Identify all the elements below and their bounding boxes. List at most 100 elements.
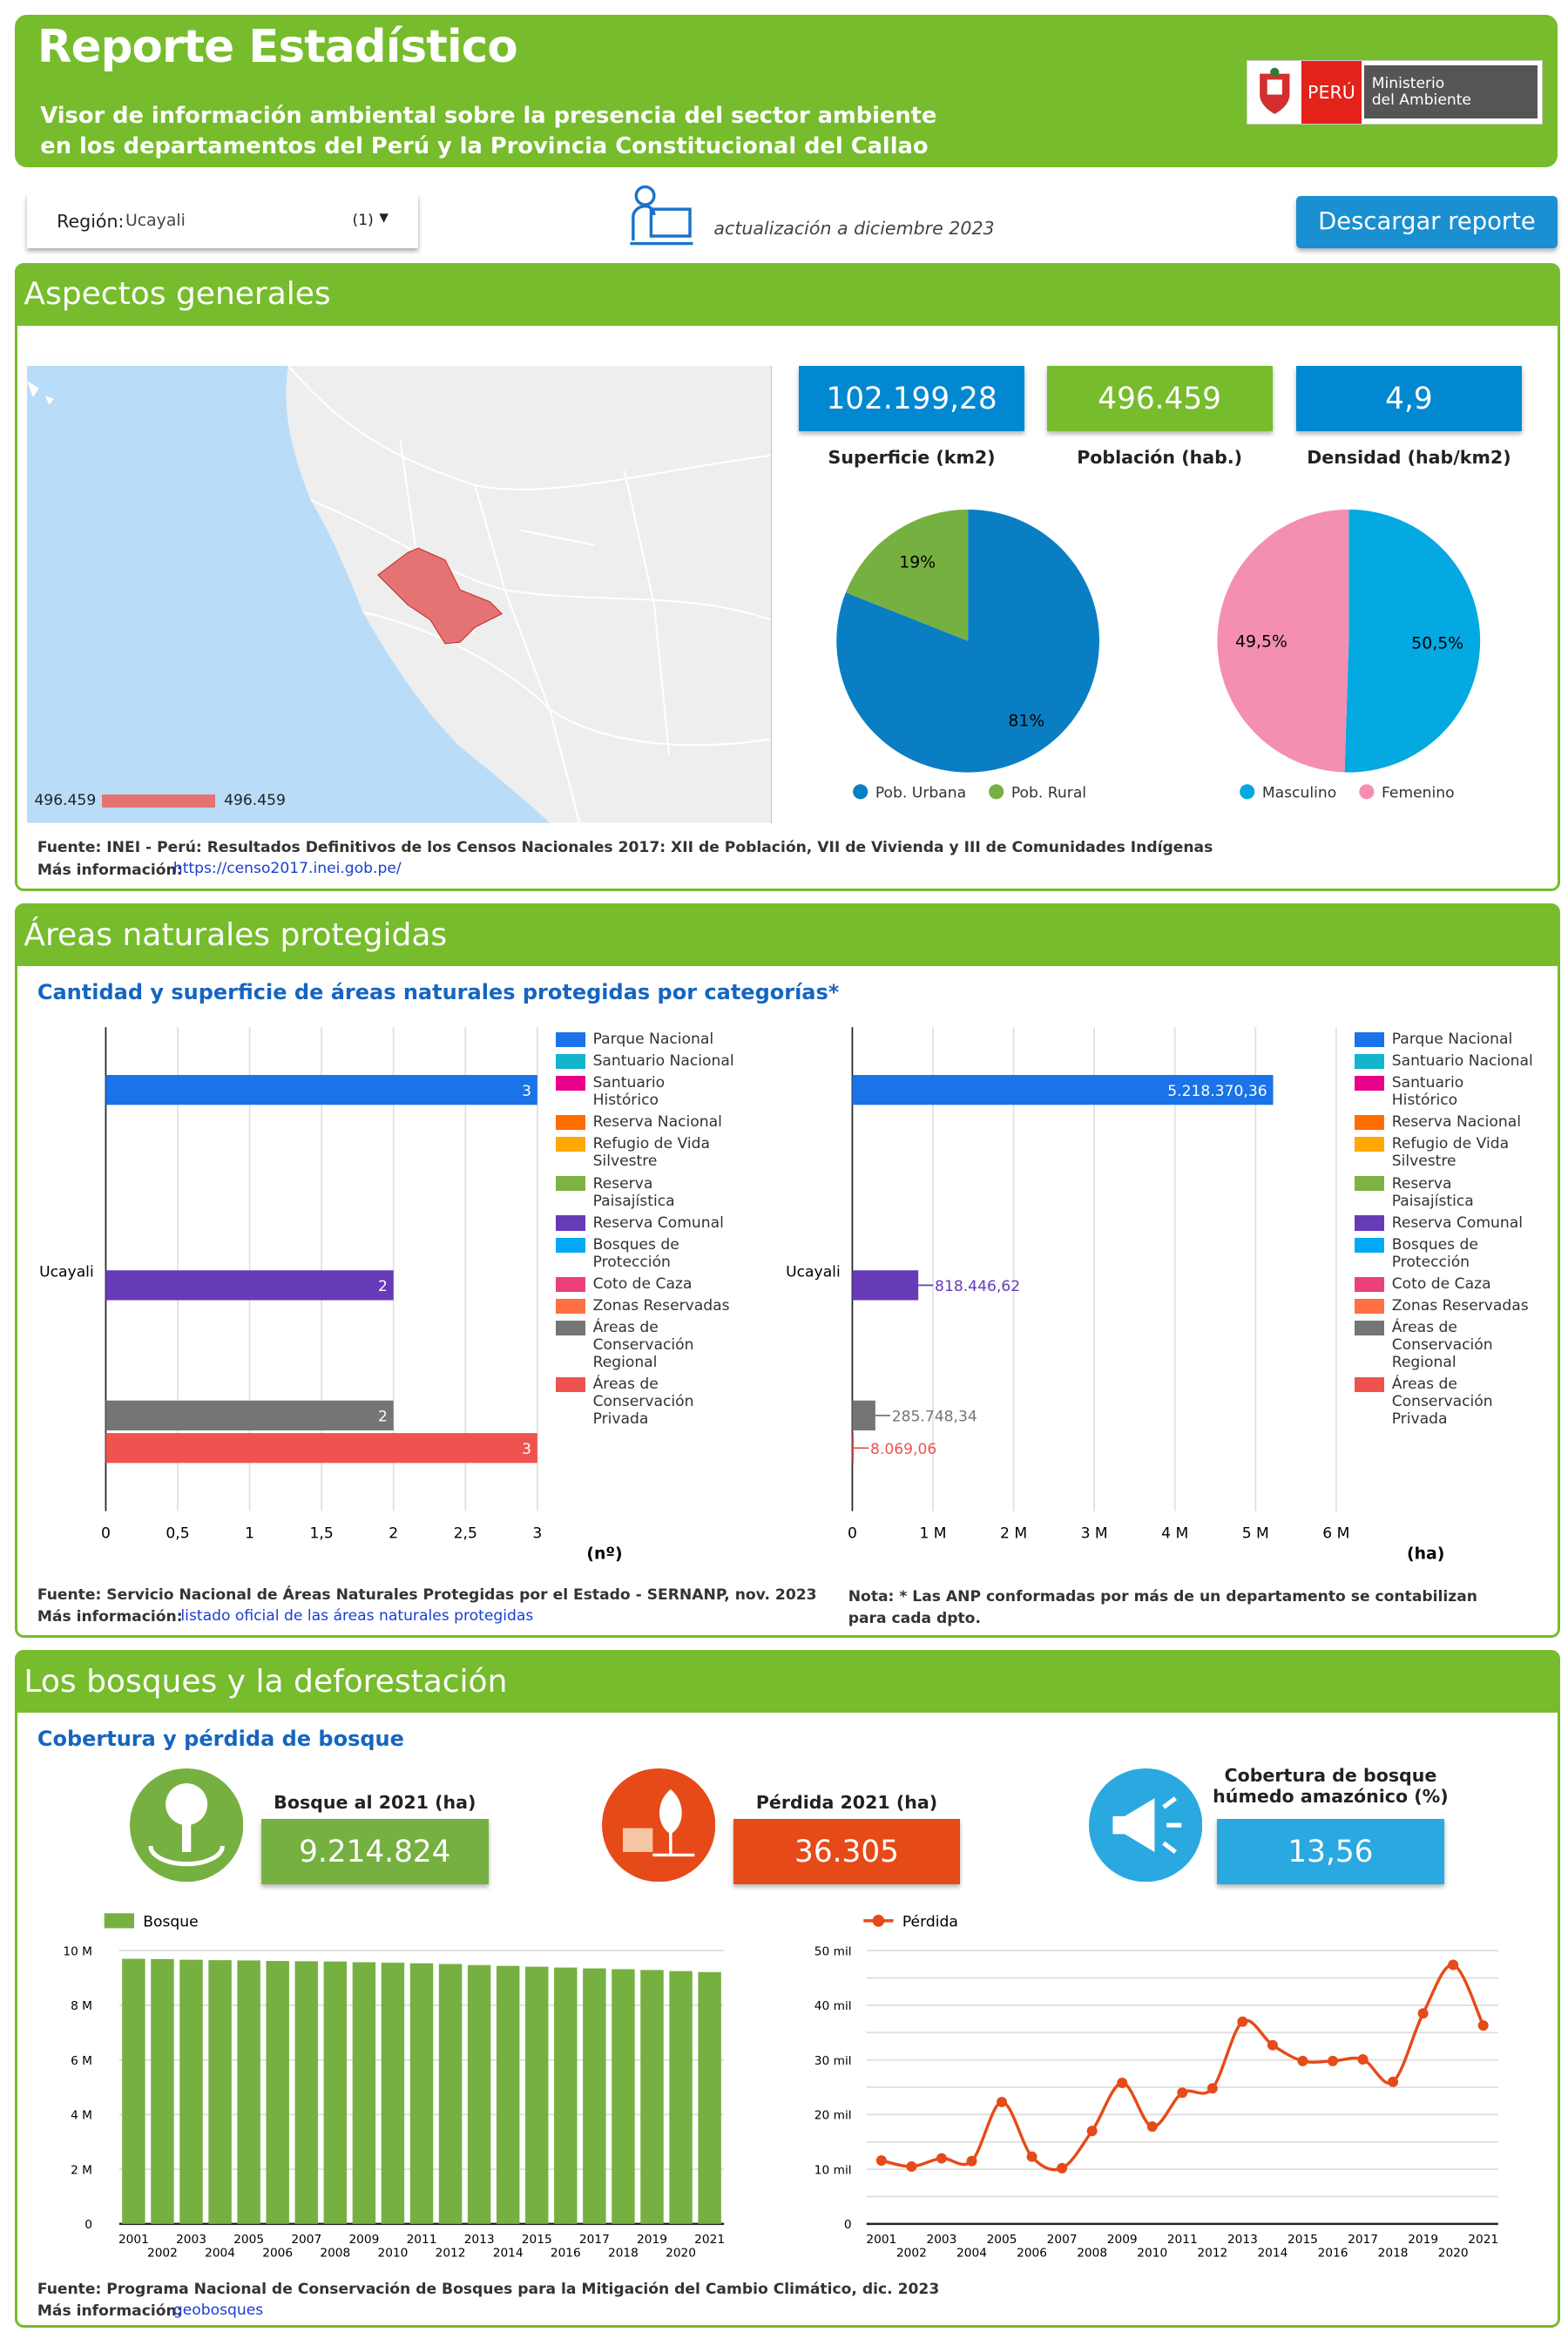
data-point[interactable] bbox=[1417, 2008, 1429, 2019]
legend-label: Santuario Nacional bbox=[592, 1052, 734, 1070]
legend-item[interactable]: Zonas Reservadas bbox=[555, 1297, 735, 1315]
legend-item[interactable]: Parque Nacional bbox=[555, 1031, 735, 1048]
legend-label[interactable]: Pérdida bbox=[902, 1913, 957, 1930]
x-tick-label: 5 M bbox=[1242, 1525, 1269, 1543]
legend-label[interactable]: Bosque bbox=[144, 1913, 199, 1930]
legend-item[interactable]: Áreas de Conservación Regional bbox=[555, 1319, 735, 1371]
pie-slice[interactable] bbox=[845, 509, 968, 641]
bar[interactable] bbox=[852, 1270, 919, 1301]
bar[interactable] bbox=[612, 1969, 635, 2224]
data-point[interactable] bbox=[875, 2154, 887, 2166]
data-point[interactable] bbox=[1206, 2082, 1218, 2093]
bar[interactable] bbox=[583, 1968, 606, 2224]
bar[interactable] bbox=[105, 1400, 394, 1431]
legend-item[interactable]: Áreas de Conservación Privada bbox=[555, 1376, 735, 1428]
legend-item[interactable]: Bosques de Protección bbox=[1354, 1236, 1534, 1271]
data-point[interactable] bbox=[1116, 2077, 1127, 2088]
bar[interactable] bbox=[352, 1962, 376, 2224]
legend-item[interactable]: Santuario Nacional bbox=[555, 1052, 735, 1070]
kpi-label: Superficie (km2) bbox=[828, 446, 996, 468]
legend-item[interactable]: Reserva Comunal bbox=[555, 1214, 735, 1232]
bar[interactable] bbox=[151, 1958, 174, 2224]
legend-item[interactable]: Refugio de Vida Silvestre bbox=[555, 1135, 735, 1170]
download-report-button[interactable]: Descargar reporte bbox=[1296, 195, 1558, 248]
pie-slice[interactable] bbox=[1344, 509, 1480, 773]
legend-item[interactable]: Reserva Comunal bbox=[1354, 1214, 1534, 1232]
data-point[interactable] bbox=[1176, 2086, 1187, 2098]
legend-item[interactable]: Reserva Paisajística bbox=[1354, 1175, 1534, 1210]
region-value: Ucayali bbox=[125, 212, 186, 231]
bar[interactable] bbox=[105, 1433, 538, 1464]
region-dropdown[interactable]: Región: Ucayali (1) ▼ bbox=[26, 193, 418, 248]
data-point[interactable] bbox=[1146, 2120, 1158, 2132]
legend-item[interactable]: Santuario Histórico bbox=[555, 1074, 735, 1109]
bar-value-label: 8.069,06 bbox=[870, 1441, 936, 1458]
census-link[interactable]: https://censo2017.inei.gob.pe/ bbox=[172, 860, 402, 878]
bar[interactable] bbox=[208, 1959, 233, 2224]
anp-list-link[interactable]: listado oficial de las áreas naturales p… bbox=[180, 1606, 534, 1625]
legend-item[interactable]: Reserva Nacional bbox=[1354, 1113, 1534, 1131]
legend-item[interactable]: Refugio de Vida Silvestre bbox=[1354, 1135, 1534, 1170]
legend-label: Bosques de Protección bbox=[592, 1235, 679, 1271]
x-tick-label: 4 M bbox=[1162, 1525, 1189, 1543]
bar[interactable] bbox=[266, 1960, 290, 2224]
legend-item[interactable]: Parque Nacional bbox=[1354, 1031, 1534, 1048]
legend-item[interactable]: Zonas Reservadas bbox=[1354, 1297, 1534, 1315]
x-tick-label: 1 M bbox=[920, 1525, 947, 1543]
bar[interactable] bbox=[525, 1966, 549, 2224]
data-point[interactable] bbox=[1327, 2055, 1338, 2066]
data-point[interactable] bbox=[1447, 1959, 1458, 1971]
data-point[interactable] bbox=[936, 2153, 947, 2164]
legend-item[interactable]: Bosques de Protección bbox=[555, 1235, 735, 1271]
data-point[interactable] bbox=[996, 2096, 1007, 2107]
legend-item[interactable]: Coto de Caza bbox=[555, 1275, 735, 1293]
data-point[interactable] bbox=[966, 2155, 977, 2167]
legend-label: Masculino bbox=[1262, 784, 1336, 801]
legend-item[interactable]: Coto de Caza bbox=[1354, 1275, 1534, 1293]
ucayali-region[interactable] bbox=[376, 547, 503, 645]
bar[interactable] bbox=[852, 1433, 855, 1464]
bar[interactable] bbox=[852, 1075, 1274, 1105]
legend-item[interactable]: Áreas de Conservación Regional bbox=[1354, 1319, 1534, 1371]
bar[interactable] bbox=[294, 1961, 319, 2224]
geobosques-link[interactable]: geobosques bbox=[172, 2301, 264, 2319]
pie-slice[interactable] bbox=[1217, 509, 1349, 773]
bar[interactable] bbox=[122, 1958, 145, 2224]
bar[interactable] bbox=[698, 1971, 722, 2224]
data-point[interactable] bbox=[1056, 2162, 1067, 2173]
data-point[interactable] bbox=[1267, 2039, 1278, 2051]
data-point[interactable] bbox=[1297, 2055, 1308, 2066]
bar[interactable] bbox=[497, 1965, 520, 2224]
bar[interactable] bbox=[852, 1400, 876, 1431]
data-point[interactable] bbox=[1236, 2016, 1247, 2027]
bar[interactable] bbox=[554, 1967, 578, 2224]
bar[interactable] bbox=[669, 1971, 693, 2224]
bar[interactable] bbox=[439, 1964, 463, 2224]
bar[interactable] bbox=[640, 1970, 665, 2224]
bar[interactable] bbox=[323, 1961, 348, 2224]
x-tick-label: 1 bbox=[245, 1525, 254, 1543]
bar[interactable] bbox=[105, 1270, 394, 1301]
data-point[interactable] bbox=[1477, 2019, 1489, 2031]
legend-item[interactable]: Áreas de Conservación Privada bbox=[1354, 1376, 1534, 1428]
legend-swatch bbox=[555, 1320, 585, 1336]
legend-item[interactable]: Santuario Histórico bbox=[1354, 1074, 1534, 1109]
legend-item[interactable]: Santuario Nacional bbox=[1354, 1052, 1534, 1070]
bar[interactable] bbox=[105, 1075, 538, 1105]
bar[interactable] bbox=[468, 1964, 491, 2224]
legend-item[interactable]: Reserva Paisajística bbox=[555, 1175, 735, 1210]
x-tick-label: 2002 bbox=[147, 2246, 178, 2260]
bar[interactable] bbox=[237, 1960, 261, 2224]
legend-swatch bbox=[1354, 1031, 1385, 1047]
bar[interactable] bbox=[381, 1962, 405, 2224]
legend-swatch bbox=[555, 1053, 585, 1069]
data-point[interactable] bbox=[1026, 2151, 1037, 2162]
data-point[interactable] bbox=[1086, 2125, 1098, 2136]
data-point[interactable] bbox=[905, 2160, 916, 2172]
bar[interactable] bbox=[410, 1963, 434, 2224]
region-map[interactable]: 496.459 496.459 bbox=[26, 366, 772, 823]
legend-item[interactable]: Reserva Nacional bbox=[555, 1113, 735, 1131]
bar[interactable] bbox=[179, 1959, 204, 2224]
data-point[interactable] bbox=[1387, 2076, 1398, 2087]
data-point[interactable] bbox=[1357, 2053, 1369, 2065]
